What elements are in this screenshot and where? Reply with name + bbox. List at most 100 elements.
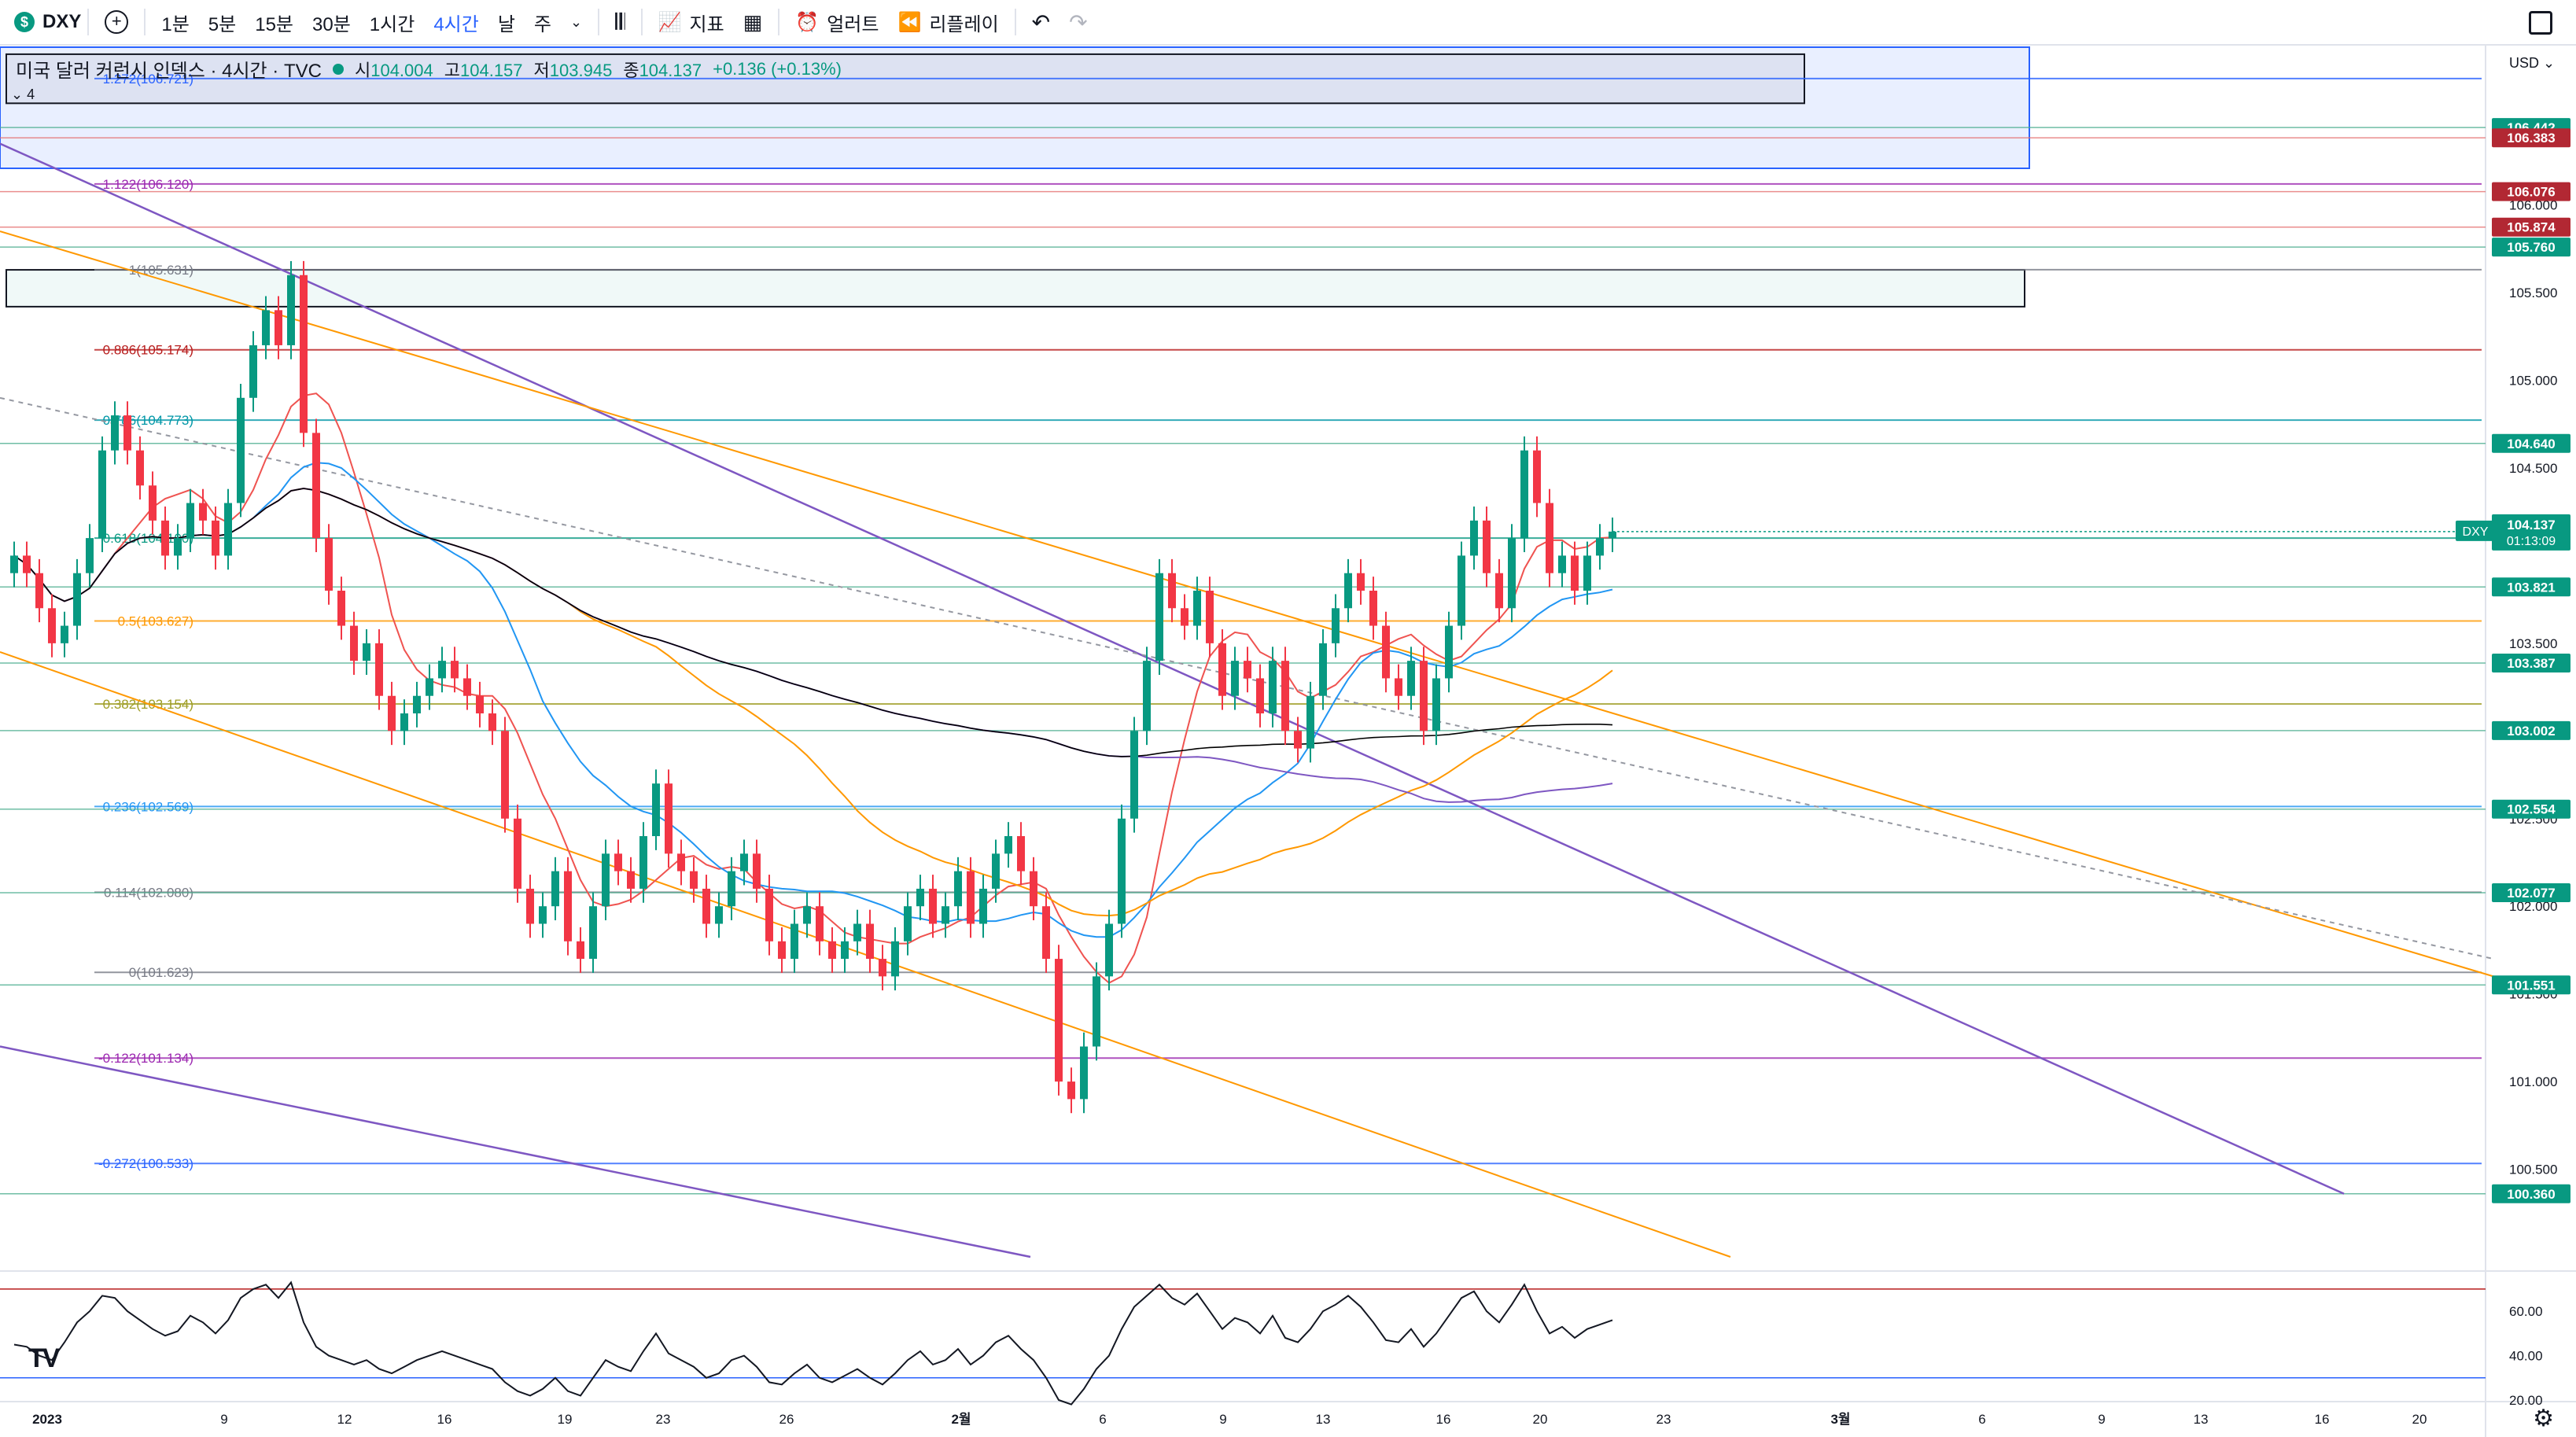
candle-body [1281,661,1289,731]
fib-level-label: 1.272(106.721) [103,72,193,87]
gear-icon[interactable]: ⚙ [2533,1406,2554,1431]
fib-level-label: 0.236(102.569) [103,799,193,814]
y-tick-label: 104.500 [2509,461,2557,476]
candle-body [1080,1046,1088,1100]
price-badge-label: 100.360 [2507,1187,2555,1202]
currency-selector[interactable]: USD ⌄ [2509,55,2556,71]
channel-lower-line [0,1045,1031,1258]
candle-body [1483,520,1491,573]
fib-level-label: -0.272(100.533) [98,1156,193,1171]
x-tick-label: 13 [1316,1412,1331,1427]
candle-body [526,888,534,924]
candle-body [677,853,685,871]
add-symbol-button[interactable]: + [95,0,138,44]
ohlc-open: 시104.004 [354,60,433,80]
candle-body [803,906,811,924]
undo-button[interactable]: ↶ [1023,0,1060,44]
candle-body [614,853,622,871]
interval-5m[interactable]: 5분 [208,13,237,35]
candle-body [23,555,31,573]
candle-body [539,906,547,924]
candle-body [853,923,861,941]
chart-type-button[interactable]: 𝄃𝄃 [606,0,635,44]
legend-collapse-toggle[interactable]: ⌄ 4 [11,87,35,102]
interval-1m[interactable]: 1분 [161,13,190,35]
candle-body [1470,520,1478,556]
candle-body [1420,661,1428,731]
rsi-tick-label: 60.00 [2509,1304,2543,1319]
ohlc-low: 저103.945 [533,60,613,80]
candle-body [1017,836,1025,871]
candle-body [136,450,144,486]
price-badge [2492,238,2570,257]
candle-body [1105,923,1113,977]
interval-30m[interactable]: 30분 [312,13,351,35]
indicators-button[interactable]: 📈 지표 [649,0,734,44]
candle-body [992,853,1000,889]
interval-1w[interactable]: 주 [533,13,552,35]
rewind-icon: ⏪ [897,11,922,33]
candle-body [501,731,509,819]
y-tick-label: 101.000 [2509,1074,2557,1089]
price-badge [2492,433,2570,453]
price-badge-label: 105.874 [2507,220,2556,235]
price-badge-label: 103.387 [2507,656,2555,671]
toolbar-divider [87,9,90,35]
candle-body [1558,555,1566,573]
candle-body [48,608,56,643]
candle-body [350,625,358,661]
candle-body [287,275,295,345]
interval-1h[interactable]: 1시간 [369,13,415,35]
price-change: +0.136 (+0.13%) [713,58,842,79]
symbol-label: DXY [42,11,82,32]
layouts-button[interactable]: ▦ [734,0,772,44]
redo-button[interactable]: ↷ [1060,0,1096,44]
tradingview-logo-icon: TV [28,1343,60,1373]
candle-body [1155,573,1163,661]
candle-body [1004,836,1012,854]
interval-4h[interactable]: 4시간 [433,13,479,35]
candle-body [828,941,836,960]
y-tick-label: 102.000 [2509,899,2557,914]
replay-button[interactable]: ⏪ 리플레이 [888,0,1008,44]
replay-label: 리플레이 [929,13,999,35]
candle-body [1596,538,1604,556]
x-tick-label: 16 [437,1412,452,1427]
y-tick-label: 103.500 [2509,636,2557,651]
interval-15m[interactable]: 15분 [255,13,294,35]
bar-countdown: 01:13:09 [2507,535,2556,548]
candle-body [1256,678,1264,714]
indicators-label: 지표 [689,13,724,35]
rsi-tick-label: 20.00 [2509,1393,2543,1408]
plus-circle-icon: + [105,10,129,34]
x-tick-label: 23 [656,1412,671,1427]
currency-label: USD [2509,55,2540,71]
interval-dropdown[interactable]: ⌄ [561,0,591,44]
interval-1d[interactable]: 날 [497,13,515,35]
alert-button[interactable]: ⏰ 얼러트 [786,0,888,44]
symbol-search-button[interactable]: $ DXY [0,11,81,33]
candle-body [1432,678,1440,731]
candle-body [790,923,798,960]
candle-body [1055,959,1063,1082]
candle-body [262,310,270,345]
candle-body [954,871,962,907]
fib-level-label: -0.122(101.134) [98,1051,193,1066]
candle-body [1382,625,1390,679]
instrument-title: 미국 달러 커런시 인덱스 · 4시간 · TVC [16,61,322,82]
candle-body [1306,695,1314,749]
x-tick-label: 2월 [951,1412,971,1427]
candle-body [1395,678,1402,696]
candle-body [10,555,18,573]
candle-body [728,871,735,907]
candle-body [174,538,182,556]
symbol-tag-label: DXY [2463,525,2489,539]
toolbar-divider [598,9,600,35]
candle-body [942,906,949,924]
rsi-line [13,1280,1613,1406]
candle-body [199,503,207,521]
x-tick-label: 26 [779,1412,794,1427]
candle-body [149,485,157,521]
square-icon[interactable] [2529,11,2552,35]
